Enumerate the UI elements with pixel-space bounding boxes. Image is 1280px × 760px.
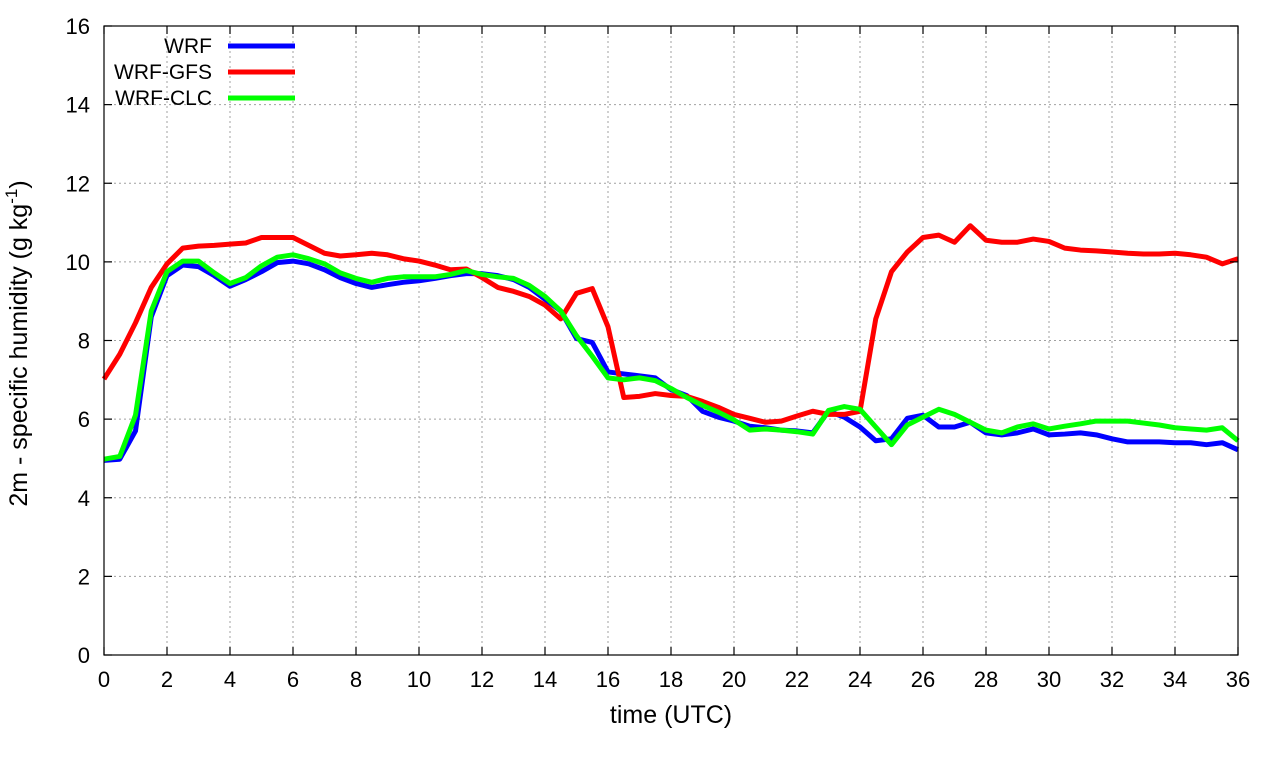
y-tick-label: 12 bbox=[66, 171, 90, 196]
x-tick-label: 2 bbox=[161, 667, 173, 692]
x-tick-label: 30 bbox=[1037, 667, 1061, 692]
x-tick-label: 12 bbox=[470, 667, 494, 692]
legend-label-wrf: WRF bbox=[164, 35, 212, 58]
y-axis-tick-labels: 0 2 4 6 8 10 12 14 16 bbox=[66, 14, 90, 668]
series-line-wrf bbox=[103, 258, 1240, 463]
legend-label-wrf-clc: WRF-CLC bbox=[115, 87, 212, 110]
y-tick-label: 14 bbox=[66, 93, 90, 118]
x-tick-label: 8 bbox=[350, 667, 362, 692]
grid bbox=[104, 26, 1238, 655]
x-axis-label: time (UTC) bbox=[610, 701, 732, 729]
x-axis-tick-labels: 0 2 4 6 8 10 12 14 16 18 20 22 24 26 28 30 32 34 36 bbox=[98, 667, 1250, 692]
x-tick-label: 16 bbox=[596, 667, 620, 692]
x-tick-label: 34 bbox=[1163, 667, 1187, 692]
series-lines bbox=[101, 223, 1240, 463]
axis-ticks bbox=[103, 25, 1239, 656]
y-tick-label: 0 bbox=[78, 643, 90, 668]
y-axis-label: 2m - specific humidity (g kg-1) bbox=[2, 180, 33, 506]
x-tick-label: 36 bbox=[1226, 667, 1250, 692]
y-axis-label-main: 2m - specific humidity (g kg bbox=[5, 204, 33, 507]
x-tick-label: 6 bbox=[287, 667, 299, 692]
x-tick-label: 14 bbox=[533, 667, 557, 692]
x-tick-label: 28 bbox=[974, 667, 998, 692]
legend-label-wrf-gfs: WRF-GFS bbox=[114, 61, 212, 84]
series-line-wrf-gfs bbox=[101, 223, 1239, 425]
x-tick-label: 24 bbox=[848, 667, 872, 692]
y-axis-label-close: ) bbox=[5, 180, 33, 188]
x-tick-label: 0 bbox=[98, 667, 110, 692]
y-tick-label: 16 bbox=[66, 14, 90, 39]
series-line-wrf-clc bbox=[103, 252, 1240, 462]
y-tick-label: 2 bbox=[78, 564, 90, 589]
x-tick-label: 32 bbox=[1100, 667, 1124, 692]
legend: WRF WRF-GFS WRF-CLC bbox=[114, 35, 295, 110]
y-tick-label: 10 bbox=[66, 250, 90, 275]
x-tick-label: 18 bbox=[659, 667, 683, 692]
y-axis-label-superscript: -1 bbox=[2, 189, 21, 204]
x-tick-label: 10 bbox=[407, 667, 431, 692]
y-tick-label: 8 bbox=[78, 329, 90, 354]
x-tick-label: 22 bbox=[785, 667, 809, 692]
x-tick-label: 26 bbox=[911, 667, 935, 692]
x-tick-label: 4 bbox=[224, 667, 236, 692]
x-tick-label: 20 bbox=[722, 667, 746, 692]
y-tick-label: 4 bbox=[78, 486, 90, 511]
y-tick-label: 6 bbox=[78, 407, 90, 432]
